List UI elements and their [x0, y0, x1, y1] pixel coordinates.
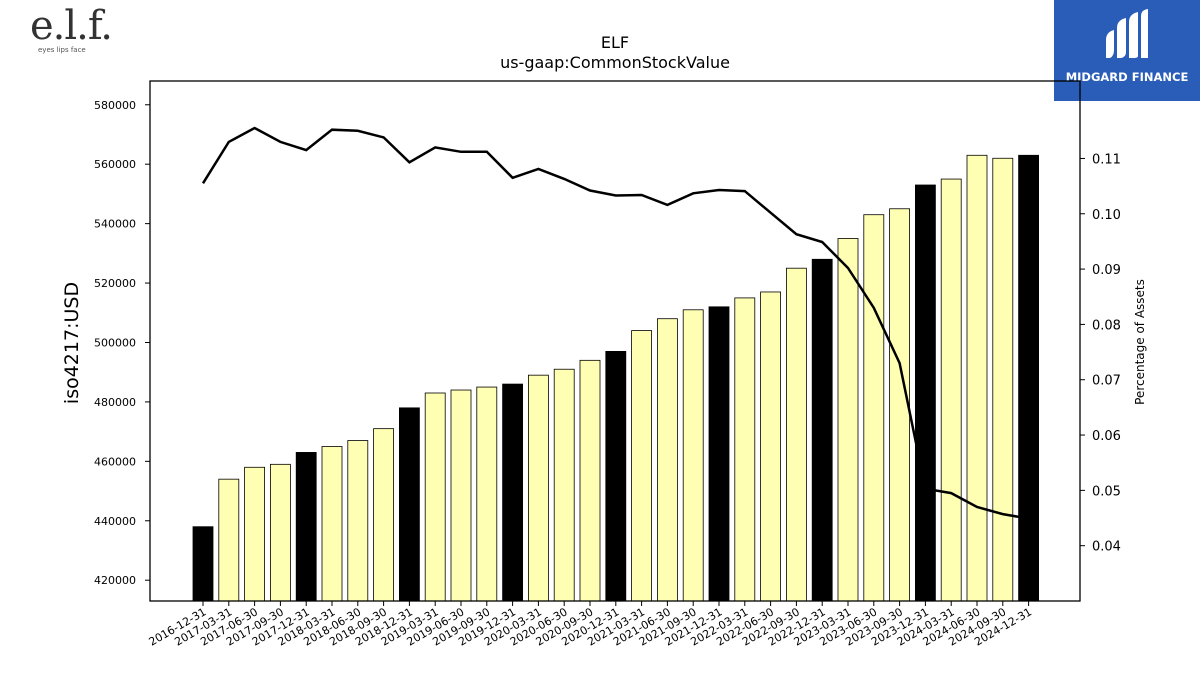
bar-2023-06-30	[863, 214, 885, 602]
bar-2024-09-30	[992, 157, 1014, 602]
y-tick-label: 580000	[94, 99, 136, 112]
elf-logo-mark: e.l.f.	[30, 3, 113, 49]
y2-tick-label: 0.08	[1092, 318, 1121, 333]
y2-tick-label: 0.11	[1092, 152, 1121, 167]
bar-2022-03-31	[734, 297, 756, 602]
bar-2017-06-30	[244, 466, 266, 602]
bar-2016-12-31	[192, 526, 214, 602]
bar-2017-12-31	[295, 452, 317, 602]
y2-axis-ticks: 0.04 0.05 0.06 0.07 0.08 0.09 0.10 0.11	[1080, 152, 1121, 555]
bar-2022-12-31	[811, 258, 833, 602]
y-axis-label: iso4217:USD	[61, 282, 83, 404]
bar-2024-03-31	[940, 178, 962, 602]
bar-2018-06-30	[347, 440, 369, 602]
x-axis-ticks: 2016-12-312017-03-312017-06-302017-09-30…	[147, 601, 1034, 649]
elf-logo: e.l.f. eyes lips face	[30, 3, 113, 60]
bar-2018-12-31	[398, 407, 420, 602]
bar-2019-03-31	[424, 392, 446, 602]
bars-group	[192, 154, 1039, 602]
bar-2024-12-31	[1018, 154, 1039, 602]
bar-2020-09-30	[579, 359, 601, 602]
midgard-finance-name: MIDGARD FINANCE	[1065, 70, 1189, 84]
bar-2023-09-30	[889, 208, 910, 602]
y-axis-ticks: 420000 440000 460000 480000 500000 520000 5400…	[94, 99, 150, 587]
bar-2021-06-30	[657, 318, 678, 602]
y-tick-label: 500000	[94, 336, 136, 349]
y2-tick-label: 0.10	[1092, 208, 1121, 223]
percentage-of-assets-line	[201, 126, 1029, 520]
bar-2019-09-30	[476, 386, 498, 602]
elf-logo-tagline: eyes lips face	[38, 46, 86, 54]
bar-2023-12-31	[915, 184, 936, 602]
y2-tick-label: 0.06	[1092, 429, 1121, 444]
midgard-finance-logo: MIDGARD FINANCE	[1054, 0, 1200, 101]
y2-tick-label: 0.09	[1092, 263, 1121, 278]
bar-2017-03-31	[218, 478, 240, 602]
bar-2017-09-30	[269, 463, 291, 602]
bar-2020-12-31	[605, 350, 627, 602]
bar-2020-03-31	[528, 374, 549, 602]
plot-frame	[149, 80, 1081, 602]
bar-2024-06-30	[966, 154, 988, 602]
y-tick-label: 520000	[94, 277, 136, 290]
y2-tick-label: 0.05	[1092, 484, 1121, 499]
y2-axis-label: Percentage of Assets	[1133, 279, 1147, 405]
chart-title: ELF	[601, 33, 629, 52]
bar-2018-09-30	[373, 428, 395, 602]
bar-2022-09-30	[786, 267, 807, 602]
y-tick-label: 540000	[94, 218, 136, 231]
y-tick-label: 480000	[94, 396, 136, 409]
y-tick-label: 460000	[94, 455, 136, 468]
bar-2021-12-31	[708, 306, 730, 602]
bar-2021-03-31	[631, 330, 652, 602]
y-tick-label: 440000	[94, 515, 136, 528]
y2-tick-label: 0.07	[1092, 374, 1121, 389]
bar-2019-12-31	[502, 383, 524, 602]
bar-2021-09-30	[682, 309, 704, 602]
bar-2018-03-31	[321, 446, 343, 602]
midgard-emblem-icon	[1106, 9, 1148, 58]
chart-subtitle: us-gaap:CommonStockValue	[500, 53, 730, 72]
bar-2020-06-30	[553, 368, 575, 602]
bar-2019-06-30	[450, 389, 472, 602]
y-tick-label: 420000	[94, 574, 136, 587]
bar-2023-03-31	[837, 238, 859, 602]
y-tick-label: 560000	[94, 158, 136, 171]
bar-2022-06-30	[760, 291, 781, 602]
y2-tick-label: 0.04	[1092, 540, 1121, 555]
